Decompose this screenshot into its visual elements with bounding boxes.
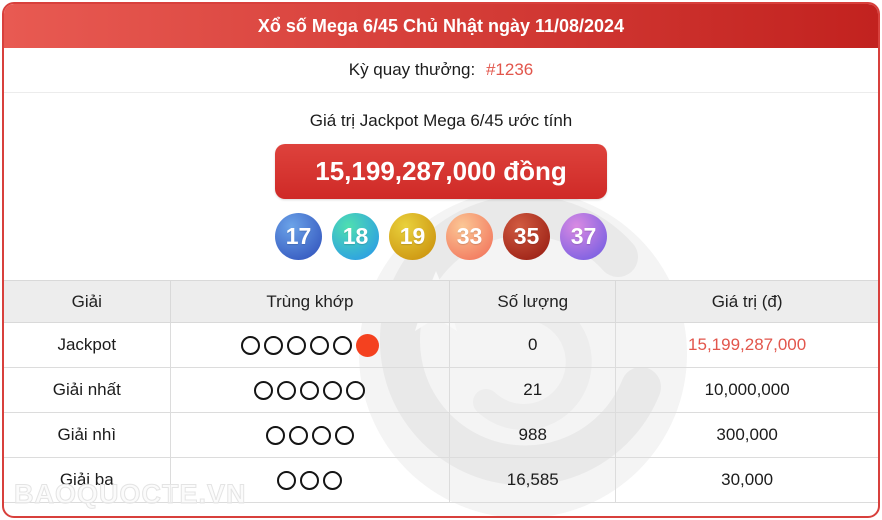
lottery-ball: 18 (332, 213, 379, 260)
table-row: Giải ba 16,585 30,000 (4, 457, 878, 503)
column-header: Trùng khớp (169, 280, 451, 323)
lottery-ball: 35 (503, 213, 550, 260)
result-title: Xổ số Mega 6/45 Chủ Nhật ngày 11/08/2024 (257, 16, 625, 36)
table-row: Jackpot 0 15,199,287,000 (4, 322, 878, 368)
prize-name-cell: Giải nhì (4, 412, 171, 458)
quantity-cell: 16,585 (449, 457, 617, 503)
match-circle-icon (265, 426, 285, 445)
prize-value-cell: 10,000,000 (615, 367, 878, 413)
match-circle-icon (334, 426, 354, 445)
draw-period: Kỳ quay thưởng: #1236 (4, 48, 878, 93)
match-circle-icon (323, 381, 343, 400)
prize-value-cell: 300,000 (615, 412, 878, 458)
match-circle-icon (288, 426, 308, 445)
match-circle-icon (300, 471, 320, 490)
jackpot-title: Giá trị Jackpot Mega 6/45 ước tính (309, 111, 573, 130)
prize-value-cell: 15,199,287,000 (615, 322, 878, 368)
match-circle-icon (346, 381, 366, 400)
quantity-cell: 21 (449, 367, 617, 413)
lottery-ball: 19 (389, 213, 436, 260)
table-row: Giải nhì 988 300,000 (4, 412, 878, 458)
lottery-ball: 37 (560, 213, 607, 260)
table-row: Giải nhất 21 10,000,000 (4, 367, 878, 413)
column-header: Giá trị (đ) (615, 280, 878, 323)
draw-number: #1236 (485, 60, 534, 79)
quantity-cell: 988 (449, 412, 617, 458)
match-circle-icon (286, 335, 306, 355)
lottery-ball: 17 (275, 213, 322, 260)
winning-numbers: 17 18 19 33 35 37 (4, 213, 878, 260)
prize-name-cell: Giải ba (4, 457, 171, 503)
prize-value-cell: 30,000 (615, 457, 878, 503)
quantity-cell: 0 (449, 322, 617, 368)
match-circle-filled-icon (355, 333, 379, 357)
lottery-ball: 33 (446, 213, 493, 260)
match-circle-icon (254, 381, 274, 400)
match-circle-icon (240, 335, 260, 355)
draw-label: Kỳ quay thưởng: (348, 60, 476, 79)
match-circle-icon (263, 335, 283, 355)
match-circle-icon (277, 381, 297, 400)
column-header: Giải (4, 280, 171, 323)
prize-name-cell: Jackpot (4, 322, 171, 368)
match-pattern-cell (169, 412, 451, 458)
match-circle-icon (309, 335, 329, 355)
match-circle-icon (311, 426, 331, 445)
match-circle-icon (332, 335, 352, 355)
column-header: Số lượng (449, 280, 617, 323)
prize-name-cell: Giải nhất (4, 367, 171, 413)
match-pattern-cell (169, 322, 451, 368)
match-pattern-cell (169, 457, 451, 503)
match-circle-icon (323, 471, 343, 490)
jackpot-amount: 15,199,287,000 đồng (275, 144, 607, 199)
prize-table-header-row: Giải Trùng khớp Số lượng Giá trị (đ) (4, 280, 878, 323)
result-header: Xổ số Mega 6/45 Chủ Nhật ngày 11/08/2024 (4, 4, 878, 48)
prize-table: Giải Trùng khớp Số lượng Giá trị (đ) Jackpo… (4, 280, 878, 503)
match-circle-icon (277, 471, 297, 490)
match-circle-icon (300, 381, 320, 400)
match-pattern-cell (169, 367, 451, 413)
